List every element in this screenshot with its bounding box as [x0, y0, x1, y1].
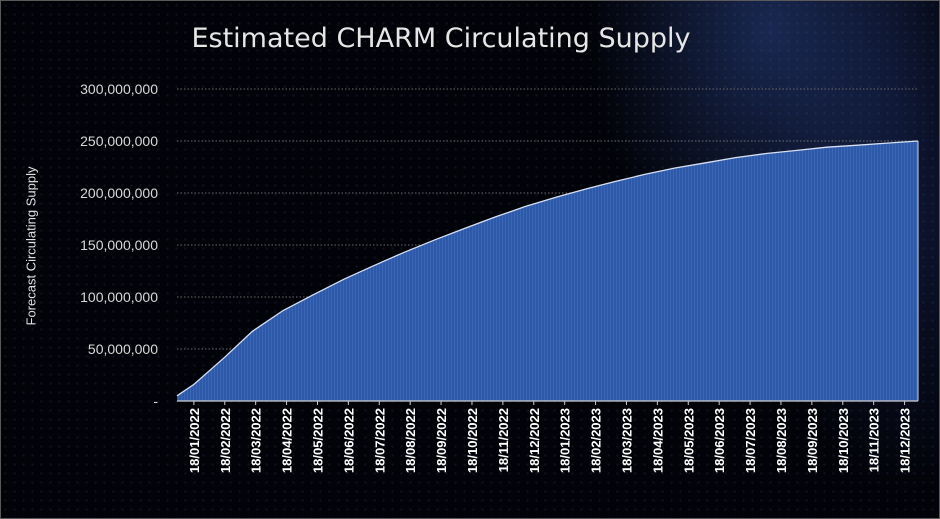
x-tick-label: 18/11/2022 — [496, 408, 511, 472]
x-tick-label: 18/04/2022 — [280, 408, 295, 473]
chart-title: Estimated CHARM Circulating Supply — [1, 23, 939, 54]
x-tick-label: 18/11/2023 — [867, 408, 882, 472]
x-tick-label: 18/04/2023 — [650, 408, 665, 473]
y-tick-label: 300,000,000 — [80, 81, 158, 97]
x-tick-label: 18/12/2023 — [898, 408, 913, 473]
chart-title-text: Estimated CHARM Circulating Supply — [191, 23, 691, 54]
x-tick-label: 18/05/2022 — [311, 408, 326, 473]
x-tick-label: 18/03/2023 — [620, 408, 635, 473]
x-tick-label: 18/09/2023 — [805, 408, 820, 473]
y-tick-label: - — [153, 393, 158, 409]
y-tick-label: 200,000,000 — [80, 185, 158, 201]
area-top-line — [176, 140, 919, 397]
x-tick-label: 18/02/2023 — [589, 408, 604, 473]
x-tick-label: 18/10/2023 — [836, 408, 851, 473]
x-tick-label: 18/02/2022 — [218, 408, 233, 473]
x-tick-label: 18/07/2022 — [372, 408, 387, 473]
x-axis-ticks: 18/01/2022 18/02/2022 18/03/2022 18/04/2022… — [187, 401, 913, 473]
x-tick-label: 18/06/2022 — [341, 408, 356, 473]
y-tick-label: 100,000,000 — [80, 289, 158, 305]
x-tick-label: 18/09/2022 — [434, 408, 449, 473]
y-tick-label: 250,000,000 — [80, 133, 158, 149]
x-tick-label: 18/06/2023 — [712, 408, 727, 473]
x-tick-label: 18/01/2023 — [558, 408, 573, 473]
y-tick-label: 150,000,000 — [80, 237, 158, 253]
x-tick-label: 18/08/2022 — [403, 408, 418, 473]
y-axis-ticks: - 50,000,000 100,000,000 150,000,000 200,000… — [80, 81, 158, 409]
x-tick-label: 18/10/2022 — [465, 408, 480, 473]
x-tick-label: 18/08/2023 — [774, 408, 789, 473]
y-tick-label: 50,000,000 — [88, 341, 158, 357]
x-tick-label: 18/01/2022 — [187, 408, 202, 473]
x-tick-label: 18/07/2023 — [743, 408, 758, 473]
x-tick-label: 18/05/2023 — [681, 408, 696, 473]
area-series — [176, 140, 919, 402]
area-fill — [177, 141, 918, 401]
x-tick-label: 18/03/2022 — [249, 408, 264, 473]
x-tick-label: 18/12/2022 — [527, 408, 542, 473]
